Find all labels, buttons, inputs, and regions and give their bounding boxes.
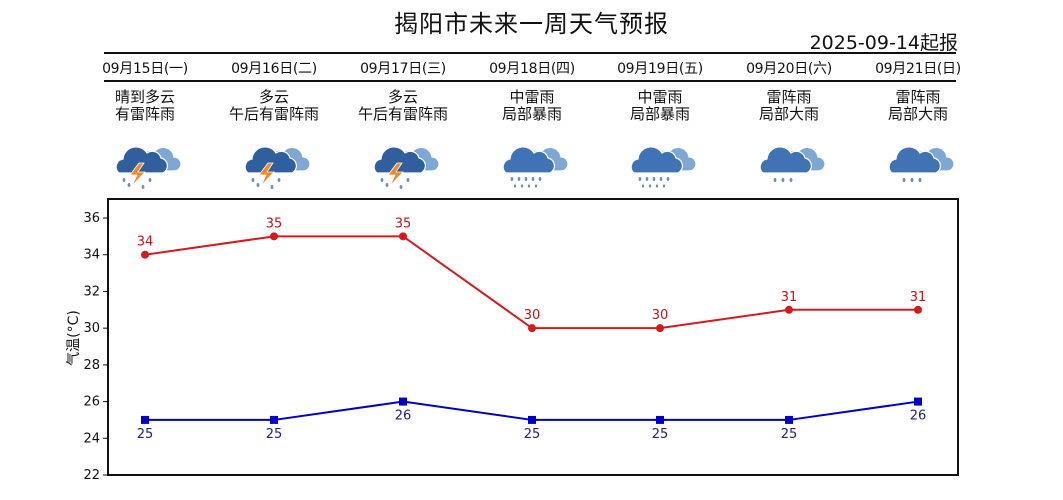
- rain-icon: [882, 133, 955, 189]
- y-tick-label: 30: [83, 321, 100, 336]
- low-temp-label: 25: [524, 427, 541, 442]
- day-column: 09月19日(五) 中雷雨 局部暴雨: [590, 58, 730, 189]
- thunderstorm-icon: [109, 133, 182, 189]
- high-temp-label: 35: [395, 216, 412, 231]
- day-weather-desc: 雷阵雨 局部大雨: [719, 89, 859, 123]
- weather-line-2: 局部大雨: [887, 105, 948, 123]
- high-temp-label: 35: [266, 216, 283, 231]
- high-temp-point: [141, 250, 149, 259]
- day-column: 09月21日(日) 雷阵雨 局部大雨: [848, 58, 988, 189]
- y-tick-label: 22: [83, 468, 100, 483]
- weather-line-1: 中雷雨: [637, 88, 683, 106]
- day-date: 09月19日(五): [617, 61, 703, 77]
- low-temp-label: 26: [910, 409, 927, 424]
- day-weather-desc: 多云 午后有雷阵雨: [204, 89, 344, 123]
- weather-line-2: 局部大雨: [758, 105, 819, 123]
- y-tick-label: 34: [83, 248, 100, 263]
- weather-line-1: 晴到多云: [114, 88, 175, 106]
- heavy-rain-icon: [624, 133, 697, 189]
- weather-line-2: 局部暴雨: [501, 105, 562, 123]
- day-date: 09月17日(三): [360, 61, 446, 77]
- plot-frame: [107, 198, 959, 476]
- day-column: 09月15日(一) 晴到多云 有雷阵雨: [75, 58, 215, 189]
- day-weather-desc: 中雷雨 局部暴雨: [590, 89, 730, 123]
- weather-line-1: 雷阵雨: [895, 88, 941, 106]
- high-temp-label: 34: [137, 235, 154, 250]
- weather-line-1: 多云: [387, 88, 418, 106]
- low-temp-label: 25: [266, 427, 283, 442]
- high-temp-label: 31: [910, 290, 927, 305]
- high-temp-point: [656, 324, 664, 333]
- issue-date: 2025-09-14起报: [809, 32, 958, 54]
- day-date: 09月20日(六): [746, 61, 832, 77]
- high-temp-point: [399, 232, 407, 241]
- date-divider: [104, 80, 956, 82]
- y-tick-label: 32: [83, 284, 100, 299]
- top-divider: [104, 52, 956, 54]
- low-temp-label: 25: [781, 427, 798, 442]
- day-date: 09月18日(四): [489, 61, 575, 77]
- weather-line-2: 局部暴雨: [629, 105, 690, 123]
- day-weather-desc: 多云 午后有雷阵雨: [333, 89, 473, 123]
- day-date: 09月16日(二): [231, 61, 317, 77]
- high-temp-point: [270, 232, 278, 241]
- y-tick-label: 24: [83, 431, 100, 446]
- day-column: 09月16日(二) 多云 午后有雷阵雨: [204, 58, 344, 189]
- low-temp-label: 25: [137, 427, 154, 442]
- low-temp-point: [399, 397, 407, 406]
- low-temp-label: 26: [395, 409, 412, 424]
- thunderstorm-icon: [367, 133, 440, 189]
- high-temp-point: [914, 305, 922, 314]
- weather-line-2: 有雷阵雨: [114, 105, 175, 123]
- weather-line-2: 午后有雷阵雨: [357, 105, 448, 123]
- low-temp-point: [528, 415, 536, 424]
- low-temp-point: [270, 415, 278, 424]
- high-temp-label: 31: [781, 290, 798, 305]
- low-temp-label: 25: [652, 427, 669, 442]
- thunderstorm-icon: [238, 133, 311, 189]
- y-tick-label: 28: [83, 358, 100, 373]
- weather-line-1: 多云: [258, 88, 289, 106]
- day-weather-desc: 中雷雨 局部暴雨: [462, 89, 602, 123]
- day-column: 09月20日(六) 雷阵雨 局部大雨: [719, 58, 859, 189]
- chart-title: 揭阳市未来一周天气预报: [394, 10, 669, 38]
- day-date: 09月21日(日): [875, 61, 961, 77]
- y-axis-label: 气温(°C): [66, 310, 82, 366]
- day-column: 09月18日(四) 中雷雨 局部暴雨: [462, 58, 602, 189]
- weather-line-1: 中雷雨: [509, 88, 555, 106]
- daily-forecast-row: 09月15日(一) 晴到多云 有雷阵雨 09月16日(二) 多云 午后有雷阵雨 09月17日…: [80, 58, 980, 198]
- high-temp-label: 30: [652, 308, 669, 323]
- low-temp-point: [785, 415, 793, 424]
- weather-line-2: 午后有雷阵雨: [228, 105, 319, 123]
- high-temp-point: [528, 324, 536, 333]
- day-weather-desc: 晴到多云 有雷阵雨: [75, 89, 215, 123]
- heavy-rain-icon: [496, 133, 569, 189]
- low-temp-point: [141, 415, 149, 424]
- high-temp-point: [785, 305, 793, 314]
- y-tick-label: 36: [83, 211, 100, 226]
- rain-icon: [753, 133, 826, 189]
- day-weather-desc: 雷阵雨 局部大雨: [848, 89, 988, 123]
- day-date: 09月15日(一): [102, 61, 188, 77]
- low-temp-point: [656, 415, 664, 424]
- y-tick-label: 26: [83, 395, 100, 410]
- day-column: 09月17日(三) 多云 午后有雷阵雨: [333, 58, 473, 189]
- weather-line-1: 雷阵雨: [766, 88, 812, 106]
- high-temp-label: 30: [524, 308, 541, 323]
- low-temp-point: [914, 397, 922, 406]
